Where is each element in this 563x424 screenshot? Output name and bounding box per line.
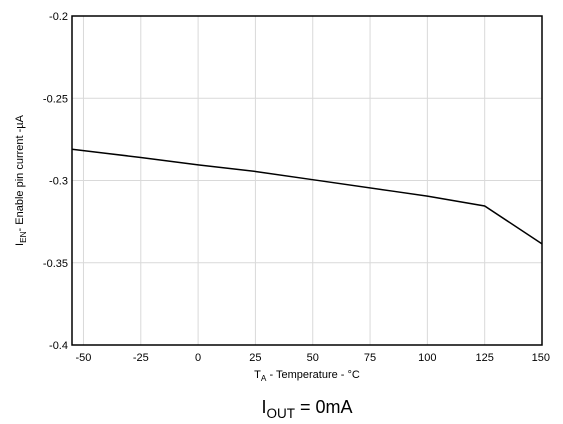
- x-axis-label: TA - Temperature - °C: [254, 369, 360, 383]
- x-tick-label: 0: [195, 352, 201, 364]
- chart-caption: IOUT = 0mA: [261, 397, 352, 421]
- x-tick-labels: -50 -25 0 25 50 75 100 125 150: [76, 352, 550, 364]
- x-tick-label: 50: [307, 352, 319, 364]
- y-tick-label: -0.2: [49, 11, 68, 23]
- y-tick-label: -0.3: [49, 176, 68, 188]
- y-tick-label: -0.25: [43, 93, 68, 105]
- y-axis-label: IEN- Enable pin current -µA: [14, 114, 28, 246]
- x-tick-label: -50: [76, 352, 92, 364]
- grid: [72, 16, 542, 345]
- y-tick-labels: -0.4 -0.35 -0.3 -0.25 -0.2: [43, 11, 68, 352]
- y-tick-label: -0.35: [43, 258, 68, 270]
- x-tick-label: 75: [364, 352, 376, 364]
- x-tick-label: 125: [476, 352, 494, 364]
- x-tick-label: 25: [249, 352, 261, 364]
- x-tick-label: 150: [532, 352, 550, 364]
- plot-frame: [71, 15, 543, 346]
- x-tick-label: -25: [133, 352, 149, 364]
- series-line: [71, 148, 543, 245]
- y-tick-label: -0.4: [49, 340, 68, 352]
- x-tick-label: 100: [418, 352, 436, 364]
- series-layer: [71, 148, 543, 245]
